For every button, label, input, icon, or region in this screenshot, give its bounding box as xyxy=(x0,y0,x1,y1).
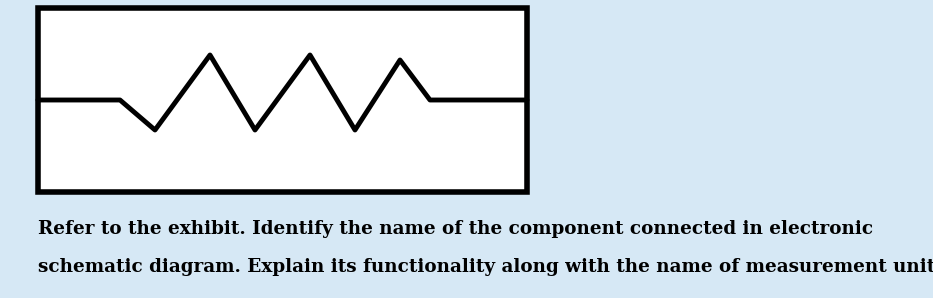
Bar xyxy=(38,8,527,192)
Text: schematic diagram. Explain its functionality along with the name of measurement : schematic diagram. Explain its functiona… xyxy=(38,258,933,276)
Text: Refer to the exhibit. Identify the name of the component connected in electronic: Refer to the exhibit. Identify the name … xyxy=(38,220,873,238)
